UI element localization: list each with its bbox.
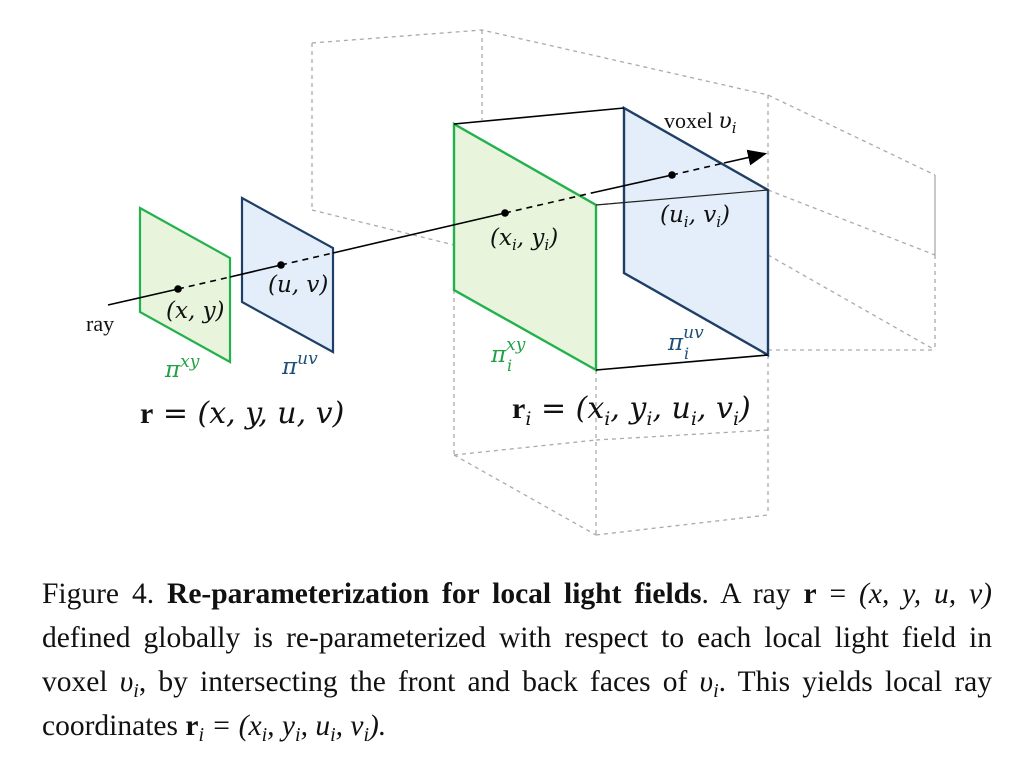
- point-xi-yi: [501, 209, 509, 217]
- local-front-plane-sub: i: [507, 356, 512, 375]
- local-front-point-label: (xi, yi): [490, 225, 558, 254]
- figure-caption: Figure 4. Re-parameterization for local …: [42, 578, 992, 746]
- global-front-plane-label: πxy: [164, 352, 200, 383]
- ray-line: [107, 149, 768, 306]
- figure-diagram: ray (x, y) (u, v) πxy πuv r = (x, y, u, …: [86, 29, 936, 536]
- caption-prefix: Figure 4.: [42, 578, 168, 610]
- local-back-plane: [622, 105, 770, 358]
- voxel-label: voxel υi: [664, 108, 737, 137]
- local-back-point-label: (ui, vi): [660, 202, 730, 231]
- local-back-plane-sub: i: [684, 344, 689, 363]
- global-front-plane: [138, 206, 232, 364]
- point-xy: [174, 285, 182, 293]
- point-ui-vi: [668, 171, 676, 179]
- ray-label: ray: [86, 311, 114, 336]
- global-back-plane: [240, 196, 335, 354]
- global-ray-equation: r = (x, y, u, v): [140, 396, 344, 431]
- local-back-plane-label: πuv: [667, 323, 704, 356]
- global-back-plane-label: πuv: [281, 349, 318, 380]
- caption-title: Re-parameterization for local light fiel…: [167, 578, 702, 610]
- voxel-face-connectors: [453, 107, 769, 371]
- local-ray-equation: ri = (xi, yi, ui, vi): [512, 391, 751, 430]
- global-back-point-label: (u, v): [268, 272, 328, 298]
- voxel-grid: [311, 29, 936, 536]
- point-uv: [277, 261, 285, 269]
- intersection-points: [174, 171, 676, 293]
- global-front-point-label: (x, y): [166, 298, 225, 324]
- local-front-plane-label: πxy: [490, 335, 526, 368]
